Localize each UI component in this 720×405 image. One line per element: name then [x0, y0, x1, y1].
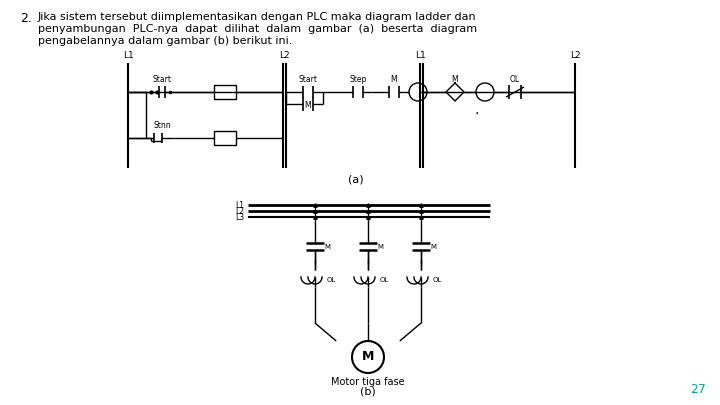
Text: .: . — [474, 103, 480, 117]
Text: OL: OL — [379, 277, 389, 283]
Text: (a): (a) — [348, 175, 364, 185]
Text: OL: OL — [326, 277, 336, 283]
Text: L2: L2 — [235, 207, 244, 215]
Bar — [214, 131, 236, 145]
Text: 2.: 2. — [20, 12, 32, 25]
Text: L3: L3 — [235, 213, 244, 222]
Text: M: M — [391, 75, 397, 85]
Text: L1: L1 — [235, 200, 244, 209]
Text: M: M — [430, 244, 436, 250]
Text: L2: L2 — [570, 51, 580, 60]
Text: M: M — [305, 102, 311, 111]
Text: OL: OL — [510, 75, 520, 85]
Text: pengabelannya dalam gambar (b) berikut ini.: pengabelannya dalam gambar (b) berikut i… — [38, 36, 292, 46]
Text: penyambungan  PLC-nya  dapat  dilihat  dalam  gambar  (a)  beserta  diagram: penyambungan PLC-nya dapat dilihat dalam… — [38, 24, 477, 34]
Text: Start: Start — [153, 75, 171, 85]
Text: 27: 27 — [690, 383, 706, 396]
Text: L1: L1 — [415, 51, 426, 60]
Text: M: M — [377, 244, 383, 250]
Text: L2: L2 — [279, 51, 289, 60]
Text: L1: L1 — [122, 51, 133, 60]
Text: OL: OL — [433, 277, 441, 283]
Text: Motor tiga fase: Motor tiga fase — [331, 377, 405, 387]
Text: Step: Step — [349, 75, 366, 85]
Text: M: M — [362, 350, 374, 364]
Text: Stnn: Stnn — [153, 122, 171, 130]
Text: M: M — [451, 75, 459, 85]
Text: M: M — [324, 244, 330, 250]
Bar — [214, 85, 236, 99]
Text: Start: Start — [299, 75, 318, 85]
Text: Jika sistem tersebut diimplementasikan dengan PLC maka diagram ladder dan: Jika sistem tersebut diimplementasikan d… — [38, 12, 477, 22]
Text: (b): (b) — [360, 387, 376, 397]
